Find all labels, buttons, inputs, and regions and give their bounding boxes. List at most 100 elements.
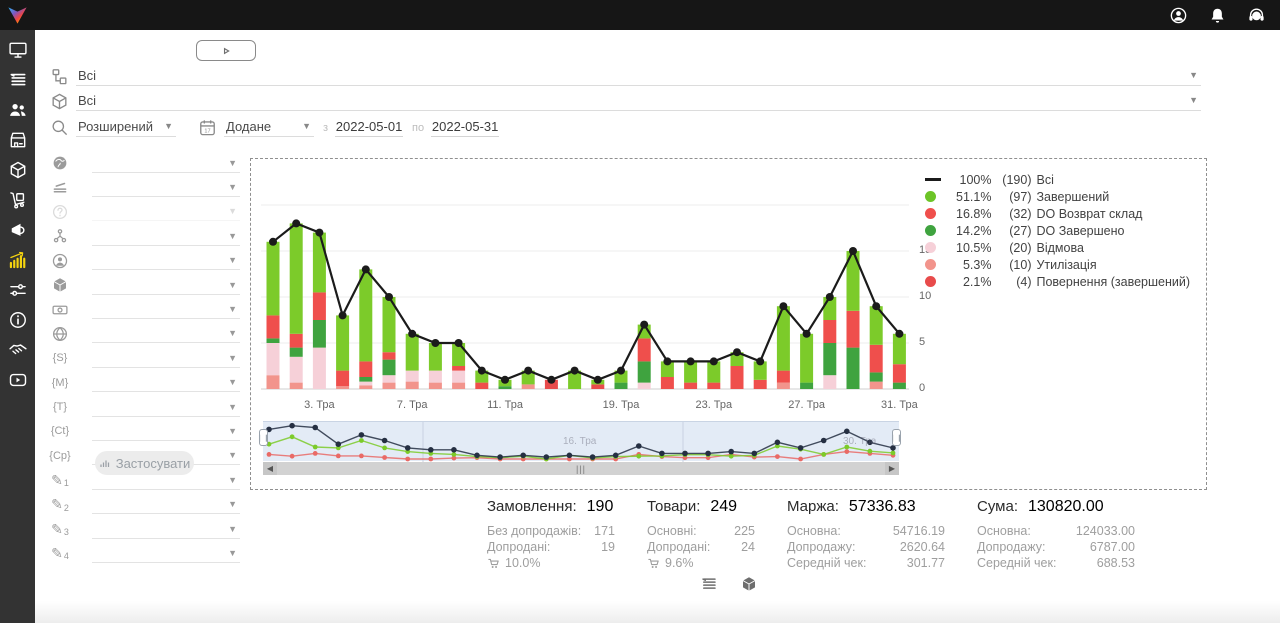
- legend-item[interactable]: 16.8% (32) DO Возврат склад: [925, 205, 1190, 222]
- filter-select-0[interactable]: ▼: [92, 154, 240, 173]
- sidebar-item-partners[interactable]: [6, 340, 30, 360]
- bracket-Cp-icon: {Cp}: [49, 449, 71, 462]
- stat-subrow-value: 9.6%: [665, 556, 694, 570]
- date-to-input[interactable]: 2022-05-31: [431, 116, 500, 137]
- scrollbar-grip[interactable]: |||: [575, 463, 586, 474]
- pencil-icon: ✎ 3: [51, 520, 69, 538]
- toggle-cube-icon[interactable]: [740, 575, 758, 593]
- legend-label: Всі: [1036, 172, 1054, 187]
- date-from-input[interactable]: 2022-05-01: [335, 116, 404, 137]
- scroll-right-arrow[interactable]: ▶: [885, 462, 899, 475]
- chevron-down-icon: ▼: [228, 328, 237, 339]
- view-toggle-buttons: [700, 575, 758, 593]
- stat-subrow-label: Допродані:: [487, 540, 551, 554]
- orders-stacked-bar-chart[interactable]: [257, 167, 917, 417]
- stat-title: Маржа: 57336.83: [787, 498, 945, 516]
- stat-title-value: 249: [710, 498, 738, 515]
- legend-item[interactable]: 14.2% (27) DO Завершено: [925, 222, 1190, 239]
- sidebar-item-customers[interactable]: [6, 100, 30, 120]
- navigator-right-handle[interactable]: ❙❙: [890, 429, 902, 446]
- chevron-down-icon: ▼: [228, 352, 237, 363]
- order-status-select[interactable]: Всі ▼: [76, 65, 1201, 86]
- filter-select-15[interactable]: ▼: [92, 520, 240, 539]
- filter-select-11[interactable]: ▼: [92, 422, 240, 441]
- account-icon[interactable]: [1169, 6, 1188, 25]
- stat-subrow: Допродажу: 2620.64: [787, 539, 945, 555]
- search-icon: [50, 118, 69, 137]
- stat-subrow: Середній чек: 301.77: [787, 555, 945, 571]
- dot-marker: [925, 259, 937, 270]
- video-tutorial-button[interactable]: [196, 40, 256, 61]
- filter-select-10[interactable]: ▼: [92, 398, 240, 417]
- sidebar-item-marketing[interactable]: [6, 220, 30, 240]
- filter-panel-row-cube: ▼: [50, 273, 240, 297]
- notifications-icon[interactable]: [1208, 6, 1227, 25]
- globe-solid-icon: [50, 154, 70, 173]
- legend-count: (10): [1009, 257, 1032, 272]
- filter-select-6[interactable]: ▼: [92, 300, 240, 320]
- sidebar-item-video[interactable]: [6, 370, 30, 390]
- legend-item[interactable]: 10.5% (20) Відмова: [925, 239, 1190, 256]
- bracket-S-icon: {S}: [52, 352, 68, 365]
- search-mode-select[interactable]: Розширений ▼: [76, 116, 176, 137]
- legend-label: DO Завершено: [1036, 223, 1125, 238]
- sidebar-item-products[interactable]: [6, 160, 30, 180]
- filter-panel-row-3: ✎ 3 ▼: [50, 517, 240, 541]
- stat-subrow-label: Без допродажів:: [487, 524, 582, 538]
- sidebar-item-supply-cart[interactable]: [6, 190, 30, 210]
- toggle-orders-list-icon[interactable]: [700, 575, 718, 593]
- filter-select-16[interactable]: ▼: [92, 544, 240, 563]
- cart-icon: [647, 557, 661, 570]
- stat-subrow-label: Основна:: [787, 524, 841, 538]
- chevron-down-icon: ▼: [1189, 70, 1198, 80]
- line-marker: [925, 178, 942, 181]
- y-tick-5: 5: [919, 336, 926, 348]
- filter-select-13[interactable]: ▼: [92, 471, 240, 490]
- filter-select-9[interactable]: ▼: [92, 373, 240, 393]
- apply-button[interactable]: Застосувати: [95, 451, 194, 475]
- stat-subrow: Основна: 124033.00: [977, 523, 1135, 539]
- app-logo[interactable]: [0, 0, 35, 30]
- filter-select-8[interactable]: ▼: [92, 349, 240, 368]
- y-tick-10: 10: [919, 290, 932, 302]
- filter-select-1[interactable]: ▼: [92, 178, 240, 198]
- chart-navigator[interactable]: 16. Тра 30. Тра: [263, 421, 899, 462]
- date-field-select[interactable]: Додане ▼: [224, 116, 314, 137]
- filter-select-14[interactable]: ▼: [92, 495, 240, 515]
- topbar-icons: [1169, 6, 1266, 25]
- sidebar-item-orders[interactable]: [6, 70, 30, 90]
- product-select[interactable]: Всі ▼: [76, 90, 1201, 111]
- filter-panel-row-level: ▼: [50, 175, 240, 199]
- stat-column-сума: Сума: 130820.00 Основна: 124033.00 Допро…: [977, 498, 1135, 571]
- scroll-left-arrow[interactable]: ◀: [263, 462, 277, 475]
- legend-item[interactable]: 5.3% (10) Утилізація: [925, 256, 1190, 273]
- y-tick-0: 0: [919, 382, 926, 394]
- apply-chart-icon: [100, 460, 109, 467]
- stat-subrow-label: Допродажу:: [787, 540, 856, 554]
- legend-label: DO Возврат склад: [1036, 206, 1143, 221]
- sidebar-item-settings[interactable]: [6, 280, 30, 300]
- legend-item[interactable]: 100% (190) Всі: [925, 171, 1190, 188]
- chevron-down-icon: ▼: [228, 304, 237, 315]
- sidebar-item-info[interactable]: [6, 310, 30, 330]
- stat-subrow: Основна: 54716.19: [787, 523, 945, 539]
- legend-percent: 14.2%: [956, 223, 992, 238]
- sidebar-item-store[interactable]: [6, 130, 30, 150]
- legend-item[interactable]: 51.1% (97) Завершений: [925, 188, 1190, 205]
- filter-select-5[interactable]: ▼: [92, 276, 240, 295]
- filter-select-3[interactable]: ▼: [92, 227, 240, 246]
- stat-title-value: 57336.83: [848, 498, 916, 515]
- product-box-icon: [50, 92, 69, 111]
- filter-select-4[interactable]: ▼: [92, 251, 240, 271]
- navigator-left-handle[interactable]: ❙❙: [257, 429, 269, 446]
- stat-subrow-value: 54716.19: [892, 524, 945, 538]
- chart-scrollbar[interactable]: ◀ ||| ▶: [263, 462, 899, 475]
- filter-panel-row-question: ▼: [50, 200, 240, 224]
- sidebar-item-dashboard[interactable]: [6, 40, 30, 60]
- stat-subrow-label: Допродані:: [647, 540, 711, 554]
- main-content: Всі ▼ Всі ▼ Розширений ▼ 17: [35, 30, 1280, 623]
- support-icon[interactable]: [1247, 6, 1266, 25]
- legend-item[interactable]: 2.1% (4) Повернення (завершений): [925, 273, 1190, 290]
- sidebar-item-analytics-active[interactable]: [6, 250, 30, 270]
- filter-select-7[interactable]: ▼: [92, 324, 240, 344]
